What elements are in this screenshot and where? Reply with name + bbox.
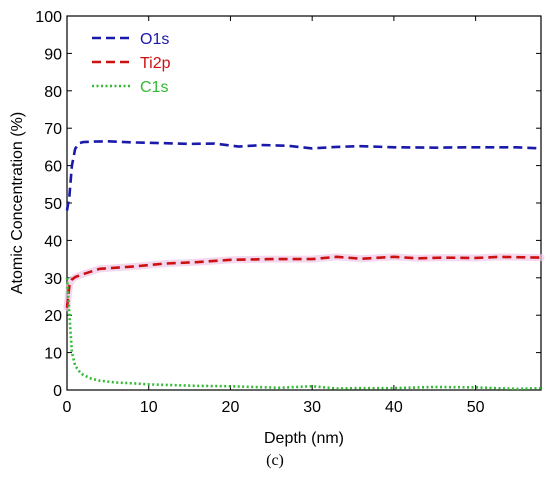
figure-caption: (c): [266, 452, 284, 469]
series-line-ti2p: [65, 255, 542, 308]
y-tick-label: 70: [44, 121, 62, 138]
y-tick-label: 80: [44, 84, 62, 101]
plot-frame: [66, 15, 542, 391]
series-line-o1s: [65, 139, 542, 211]
x-tick-label: 0: [63, 399, 72, 416]
y-tick-label: 0: [53, 383, 62, 400]
legend-label-c1s: C1s: [140, 79, 168, 96]
y-tick-label: 10: [44, 346, 62, 363]
legend-label-ti2p: Ti2p: [140, 55, 171, 72]
y-tick-label: 100: [35, 9, 62, 26]
plot-area: 0 10 20 30 40 50 60 70 80 90 100 0 10 20 30 40 50 Depth (…: [9, 9, 545, 447]
y-tick-label: 40: [44, 233, 62, 250]
x-tick-label: 40: [385, 399, 403, 416]
x-tick-label: 10: [140, 399, 158, 416]
y-tick-label: 60: [44, 159, 62, 176]
y-tick-label: 30: [44, 271, 62, 288]
legend-label-o1s: O1s: [140, 31, 169, 48]
x-tick-label: 30: [303, 399, 321, 416]
ti2p-band: [63, 253, 545, 312]
x-tick-label: 20: [222, 399, 240, 416]
y-tick-label: 50: [44, 196, 62, 213]
y-tick-label: 20: [44, 308, 62, 325]
x-tick-label: 50: [467, 399, 485, 416]
series-line-c1s: [65, 277, 542, 391]
x-axis-title: Depth (nm): [264, 430, 344, 447]
y-axis-title: Atomic Concentration (%): [9, 112, 26, 294]
y-tick-label: 90: [44, 46, 62, 63]
